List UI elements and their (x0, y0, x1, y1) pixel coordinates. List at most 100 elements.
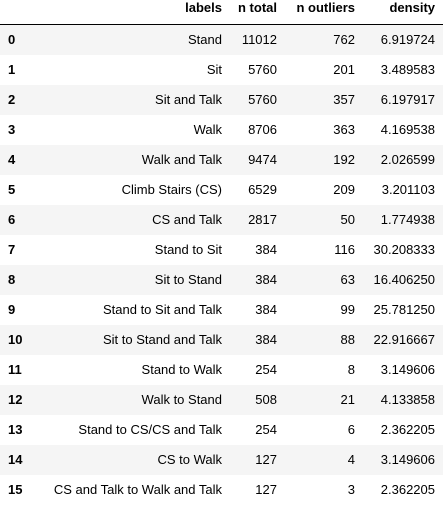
row-index: 0 (0, 25, 28, 56)
table-header: labels n total n outliers density (0, 0, 443, 25)
cell-label: Sit to Stand and Talk (28, 325, 222, 355)
row-index: 14 (0, 445, 28, 475)
cell-label: Stand to Walk (28, 355, 222, 385)
cell-n-total: 384 (222, 325, 280, 355)
cell-density: 3.489583 (358, 55, 443, 85)
cell-density: 2.362205 (358, 475, 443, 505)
cell-n-outliers: 357 (280, 85, 358, 115)
cell-density: 3.149606 (358, 355, 443, 385)
cell-label: Walk to Stand (28, 385, 222, 415)
row-index: 15 (0, 475, 28, 505)
row-index: 1 (0, 55, 28, 85)
cell-n-outliers: 88 (280, 325, 358, 355)
cell-n-total: 254 (222, 355, 280, 385)
cell-n-total: 8706 (222, 115, 280, 145)
cell-n-outliers: 8 (280, 355, 358, 385)
cell-density: 3.201103 (358, 175, 443, 205)
cell-label: Stand to CS/CS and Talk (28, 415, 222, 445)
cell-label: Sit and Talk (28, 85, 222, 115)
cell-n-total: 508 (222, 385, 280, 415)
cell-label: Stand to Sit and Talk (28, 295, 222, 325)
cell-n-total: 6529 (222, 175, 280, 205)
cell-n-total: 5760 (222, 55, 280, 85)
row-index: 8 (0, 265, 28, 295)
cell-density: 6.197917 (358, 85, 443, 115)
cell-label: Sit to Stand (28, 265, 222, 295)
column-header-n-total: n total (222, 0, 280, 25)
cell-n-total: 9474 (222, 145, 280, 175)
cell-density: 22.916667 (358, 325, 443, 355)
cell-density: 2.362205 (358, 415, 443, 445)
cell-density: 1.774938 (358, 205, 443, 235)
cell-n-outliers: 363 (280, 115, 358, 145)
cell-density: 25.781250 (358, 295, 443, 325)
column-header-labels: labels (28, 0, 222, 25)
cell-label: CS to Walk (28, 445, 222, 475)
row-index: 3 (0, 115, 28, 145)
row-index: 12 (0, 385, 28, 415)
cell-label: Walk (28, 115, 222, 145)
cell-density: 4.133858 (358, 385, 443, 415)
cell-n-total: 2817 (222, 205, 280, 235)
cell-n-outliers: 192 (280, 145, 358, 175)
row-index: 4 (0, 145, 28, 175)
cell-label: Stand to Sit (28, 235, 222, 265)
cell-n-outliers: 3 (280, 475, 358, 505)
cell-n-outliers: 6 (280, 415, 358, 445)
cell-density: 16.406250 (358, 265, 443, 295)
cell-label: Stand (28, 25, 222, 56)
cell-n-outliers: 762 (280, 25, 358, 56)
row-index: 5 (0, 175, 28, 205)
cell-n-outliers: 201 (280, 55, 358, 85)
cell-n-outliers: 63 (280, 265, 358, 295)
cell-density: 3.149606 (358, 445, 443, 475)
cell-density: 2.026599 (358, 145, 443, 175)
cell-n-outliers: 209 (280, 175, 358, 205)
row-index: 6 (0, 205, 28, 235)
row-index: 10 (0, 325, 28, 355)
cell-n-outliers: 21 (280, 385, 358, 415)
column-header-n-outliers: n outliers (280, 0, 358, 25)
cell-label: Sit (28, 55, 222, 85)
cell-label: CS and Talk (28, 205, 222, 235)
header-row: labels n total n outliers density (0, 0, 443, 25)
cell-label: CS and Talk to Walk and Talk (28, 475, 222, 505)
cell-density: 6.919724 (358, 25, 443, 56)
cell-n-total: 5760 (222, 85, 280, 115)
column-header-density: density (358, 0, 443, 25)
cell-n-outliers: 4 (280, 445, 358, 475)
cell-n-total: 127 (222, 445, 280, 475)
cell-n-outliers: 116 (280, 235, 358, 265)
cell-n-outliers: 99 (280, 295, 358, 325)
row-index: 9 (0, 295, 28, 325)
cell-n-total: 254 (222, 415, 280, 445)
cell-n-total: 127 (222, 475, 280, 505)
row-index: 2 (0, 85, 28, 115)
index-header (0, 0, 28, 25)
cell-n-total: 11012 (222, 25, 280, 56)
cell-n-total: 384 (222, 235, 280, 265)
row-index: 11 (0, 355, 28, 385)
row-index: 13 (0, 415, 28, 445)
cell-density: 30.208333 (358, 235, 443, 265)
cell-n-outliers: 50 (280, 205, 358, 235)
cell-density: 4.169538 (358, 115, 443, 145)
